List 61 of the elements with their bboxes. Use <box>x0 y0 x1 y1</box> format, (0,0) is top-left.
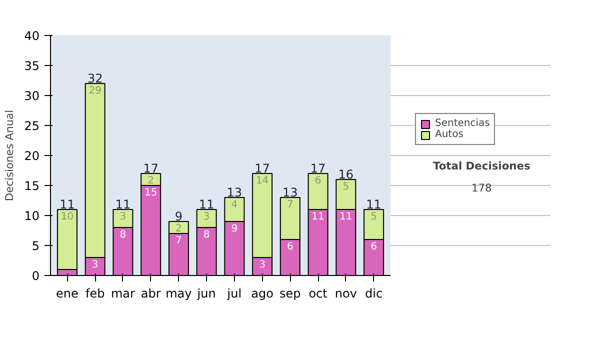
data-label: 7 <box>176 236 182 246</box>
y-tick-label: 5 <box>32 239 40 253</box>
x-tick-label: abr <box>140 286 161 300</box>
data-label: 29 <box>88 86 102 96</box>
data-label: 14 <box>256 176 269 186</box>
data-label: 10 <box>60 212 74 222</box>
data-label: 11 <box>312 212 324 222</box>
data-label: 4 <box>231 200 238 210</box>
y-tick-label: 20 <box>24 149 40 163</box>
data-label: 6 <box>286 242 294 252</box>
x-tick-label: feb <box>85 286 105 300</box>
y-tick-label: 0 <box>32 269 40 283</box>
x-tick-label: may <box>166 286 192 300</box>
data-label: 2 <box>148 176 154 186</box>
data-label: 5 <box>342 182 350 192</box>
text: 178 <box>471 182 492 194</box>
y-tick-label: 35 <box>24 59 40 73</box>
x-tick-label: oct <box>308 286 328 300</box>
data-label: 3 <box>203 212 210 222</box>
total-label: 17 <box>254 162 270 176</box>
data-label: 2 <box>176 224 182 234</box>
y-tick-label: 25 <box>24 119 40 133</box>
legend-label: Autos <box>435 129 464 140</box>
x-tick-label: ene <box>56 286 78 300</box>
text: Total Decisiones <box>432 159 530 172</box>
total-label: 17 <box>143 162 158 176</box>
data-label: 8 <box>203 230 210 240</box>
y-tick-label: 10 <box>24 209 40 223</box>
legend-label: Sentencias <box>435 118 490 129</box>
data-label: 6 <box>370 242 377 252</box>
total-label: 16 <box>338 168 354 182</box>
total-label: 11 <box>198 198 214 212</box>
data-label: 3 <box>259 260 266 270</box>
y-tick-label: 30 <box>24 89 40 103</box>
data-label: 8 <box>120 230 126 240</box>
y-tick-label: 15 <box>24 179 40 193</box>
x-tick-label: nov <box>334 286 357 300</box>
x-tick-label: dic <box>365 286 383 300</box>
total-label: 13 <box>226 186 242 200</box>
data-label: 9 <box>231 224 238 234</box>
x-tick-label: jul <box>226 286 242 300</box>
data-label: 5 <box>370 212 377 222</box>
data-label: 11 <box>340 212 352 222</box>
total-label: 17 <box>310 162 326 176</box>
total-label: 11 <box>115 198 131 212</box>
x-tick-label: sep <box>280 286 301 300</box>
total-label: 32 <box>87 72 103 86</box>
x-tick-label: jun <box>196 286 216 300</box>
total-label: 13 <box>282 186 298 200</box>
data-label: 15 <box>144 188 158 198</box>
y-axis-title: Decisiones Anual <box>3 110 16 202</box>
total-label: 11 <box>60 198 75 212</box>
data-label: 6 <box>314 176 322 186</box>
data-label: 3 <box>120 212 126 222</box>
y-tick-label: 40 <box>24 29 40 43</box>
total-label: 9 <box>174 210 183 224</box>
total-label: 11 <box>366 198 382 212</box>
x-tick-label: ago <box>251 286 274 300</box>
data-label: 7 <box>286 200 294 210</box>
x-tick-label: mar <box>110 286 136 300</box>
data-label: 3 <box>92 260 98 270</box>
